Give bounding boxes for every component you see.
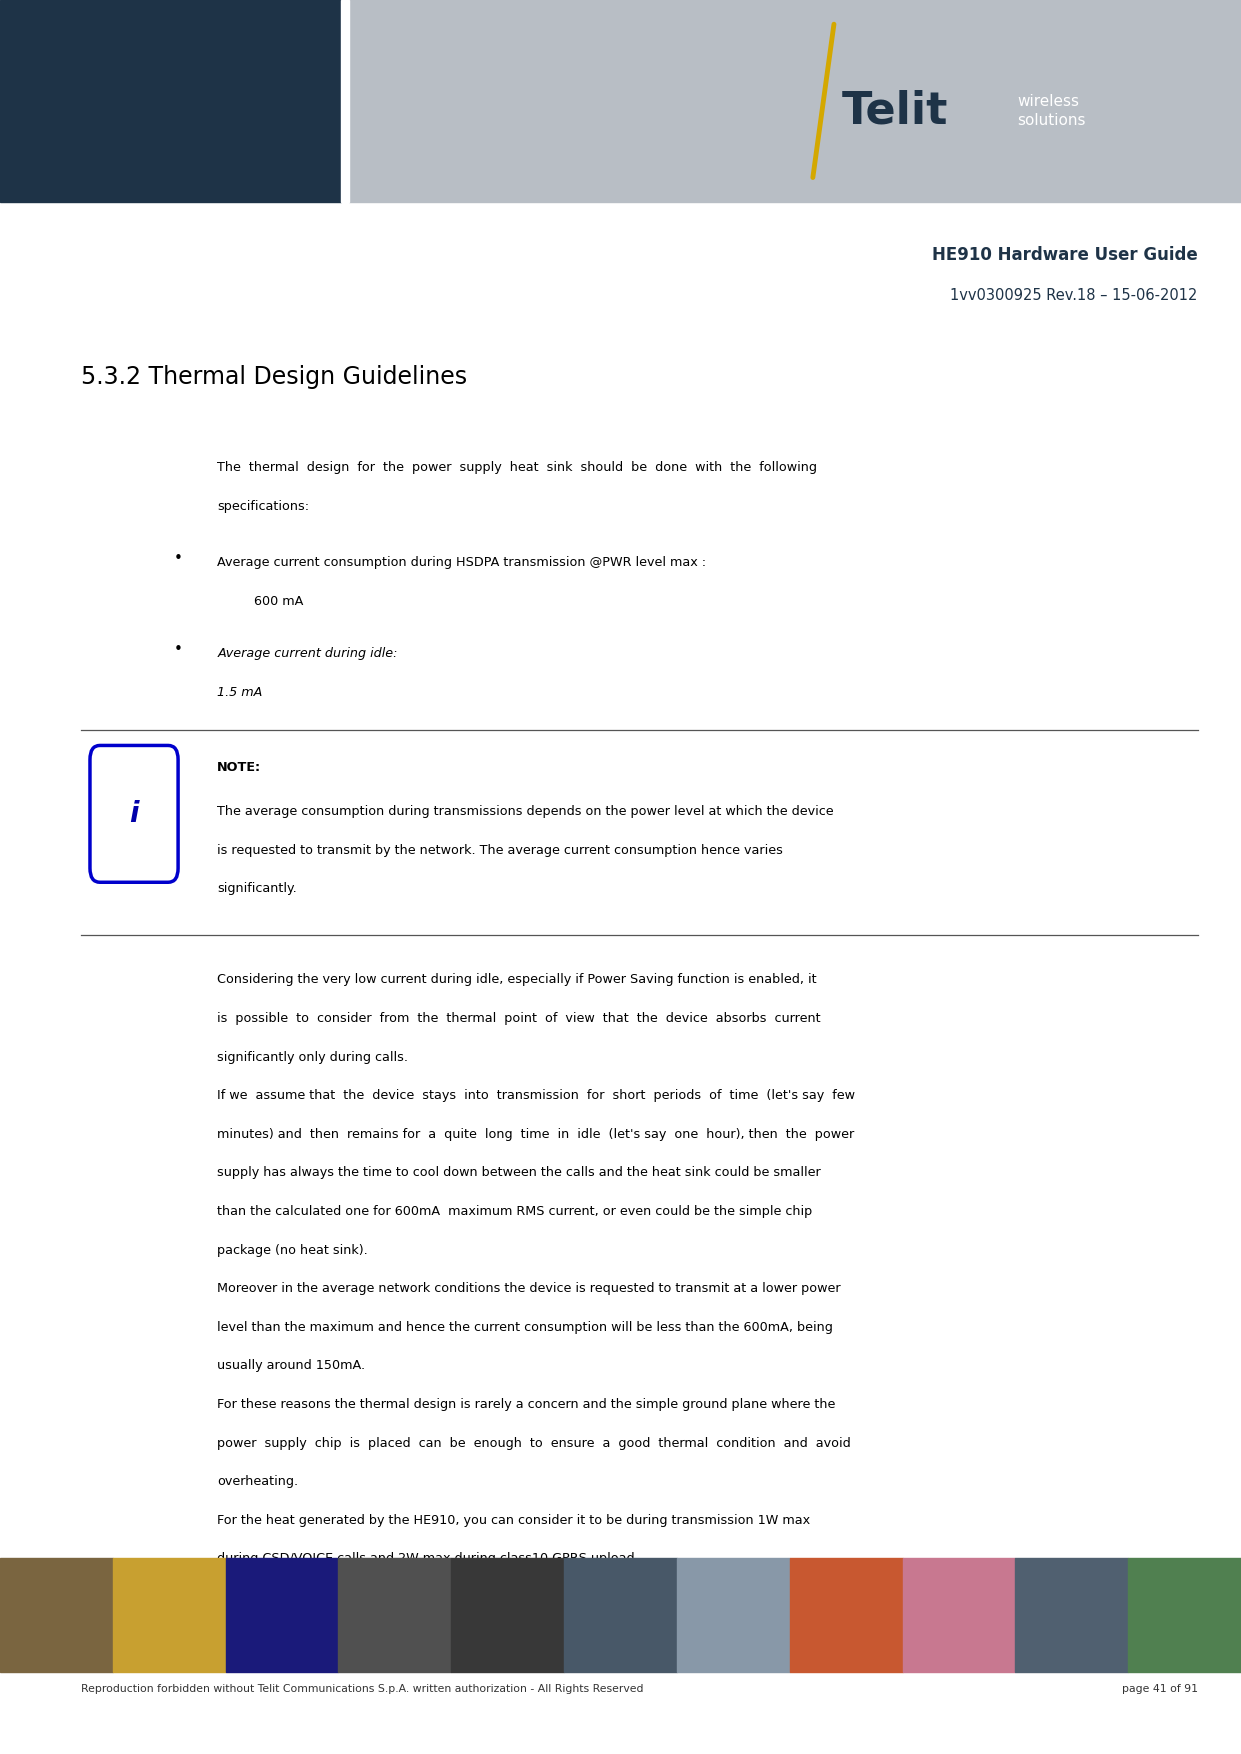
Text: specifications:: specifications: [217,500,309,512]
Text: page 41 of 91: page 41 of 91 [1122,1684,1198,1694]
Text: Reproduction forbidden without Telit Communications S.p.A. written authorization: Reproduction forbidden without Telit Com… [81,1684,643,1694]
Text: The  thermal  design  for  the  power  supply  heat  sink  should  be  done  wit: The thermal design for the power supply … [217,461,817,474]
Text: wireless
solutions: wireless solutions [1018,95,1086,128]
Text: 1.5 mA: 1.5 mA [217,686,263,698]
Text: power  supply  chip  is  placed  can  be  enough  to  ensure  a  good  thermal  : power supply chip is placed can be enoug… [217,1437,851,1449]
Text: If we  assume that  the  device  stays  into  transmission  for  short  periods : If we assume that the device stays into … [217,1089,855,1102]
Text: 1vv0300925 Rev.18 – 15-06-2012: 1vv0300925 Rev.18 – 15-06-2012 [951,288,1198,303]
Text: Considering the very low current during idle, especially if Power Saving functio: Considering the very low current during … [217,973,817,986]
Text: 600 mA: 600 mA [254,595,304,607]
Text: significantly only during calls.: significantly only during calls. [217,1051,408,1063]
Text: The average consumption during transmissions depends on the power level at which: The average consumption during transmiss… [217,805,834,817]
Text: significantly.: significantly. [217,882,297,895]
Text: For these reasons the thermal design is rarely a concern and the simple ground p: For these reasons the thermal design is … [217,1398,835,1410]
Text: is  possible  to  consider  from  the  thermal  point  of  view  that  the  devi: is possible to consider from the thermal… [217,1012,820,1024]
Bar [341,0,349,202]
Text: package (no heat sink).: package (no heat sink). [217,1244,367,1256]
Bar [349,0,1241,202]
Text: usually around 150mA.: usually around 150mA. [217,1359,365,1372]
Text: overheating.: overheating. [217,1475,298,1487]
Bar [113,1558,226,1672]
Bar [339,1558,452,1672]
Bar [0,0,341,202]
FancyBboxPatch shape [91,745,179,882]
Text: is requested to transmit by the network. The average current consumption hence v: is requested to transmit by the network.… [217,844,783,856]
Text: For the heat generated by the HE910, you can consider it to be during transmissi: For the heat generated by the HE910, you… [217,1514,810,1526]
Text: level than the maximum and hence the current consumption will be less than the 6: level than the maximum and hence the cur… [217,1321,833,1333]
Bar [1128,1558,1241,1672]
Text: Telit: Telit [841,89,948,133]
Text: HE910 Hardware User Guide: HE910 Hardware User Guide [932,246,1198,263]
Text: minutes) and  then  remains for  a  quite  long  time  in  idle  (let's say  one: minutes) and then remains for a quite lo… [217,1128,854,1140]
Text: •: • [174,642,182,658]
Bar [226,1558,339,1672]
Bar [0,1558,113,1672]
Text: during CSD/VOICE calls and 2W max during class10 GPRS upload.: during CSD/VOICE calls and 2W max during… [217,1552,639,1565]
Text: Average current during idle:: Average current during idle: [217,647,397,660]
Text: Average current consumption during HSDPA transmission @PWR level max :: Average current consumption during HSDPA… [217,556,706,568]
Text: 5.3.2 Thermal Design Guidelines: 5.3.2 Thermal Design Guidelines [81,365,467,389]
Text: •: • [174,551,182,567]
Bar [1015,1558,1128,1672]
Bar [676,1558,789,1672]
Text: i: i [129,800,139,828]
Text: ensure that your application can dissipate it.: ensure that your application can dissipa… [217,1629,504,1642]
Bar [452,1558,565,1672]
Text: Moreover in the average network conditions the device is requested to transmit a: Moreover in the average network conditio… [217,1282,841,1294]
Bar [565,1558,676,1672]
Text: This generated heat will be mostly conducted to the ground plane under the HE910: This generated heat will be mostly condu… [217,1591,822,1603]
Text: supply has always the time to cool down between the calls and the heat sink coul: supply has always the time to cool down … [217,1166,822,1179]
Bar [902,1558,1015,1672]
Text: NOTE:: NOTE: [217,761,262,774]
Text: than the calculated one for 600mA  maximum RMS current, or even could be the sim: than the calculated one for 600mA maximu… [217,1205,813,1217]
Bar [789,1558,902,1672]
